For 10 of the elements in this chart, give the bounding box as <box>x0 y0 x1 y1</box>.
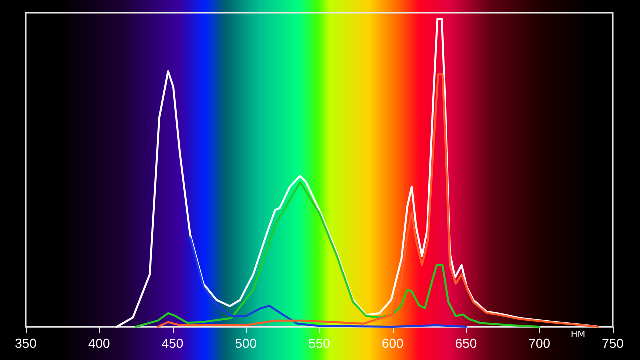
x-tick-label: 700 <box>528 336 550 351</box>
x-tick-label: 750 <box>602 336 624 351</box>
x-tick-label: 550 <box>308 336 330 351</box>
x-axis-title: НМ <box>571 330 586 340</box>
x-tick-label: 400 <box>88 336 110 351</box>
x-tick-label: 600 <box>382 336 404 351</box>
x-tick-label: 350 <box>15 336 37 351</box>
x-tick-label: 650 <box>455 336 478 351</box>
x-tick-label: 450 <box>162 336 184 351</box>
x-tick-label: 500 <box>235 336 257 351</box>
